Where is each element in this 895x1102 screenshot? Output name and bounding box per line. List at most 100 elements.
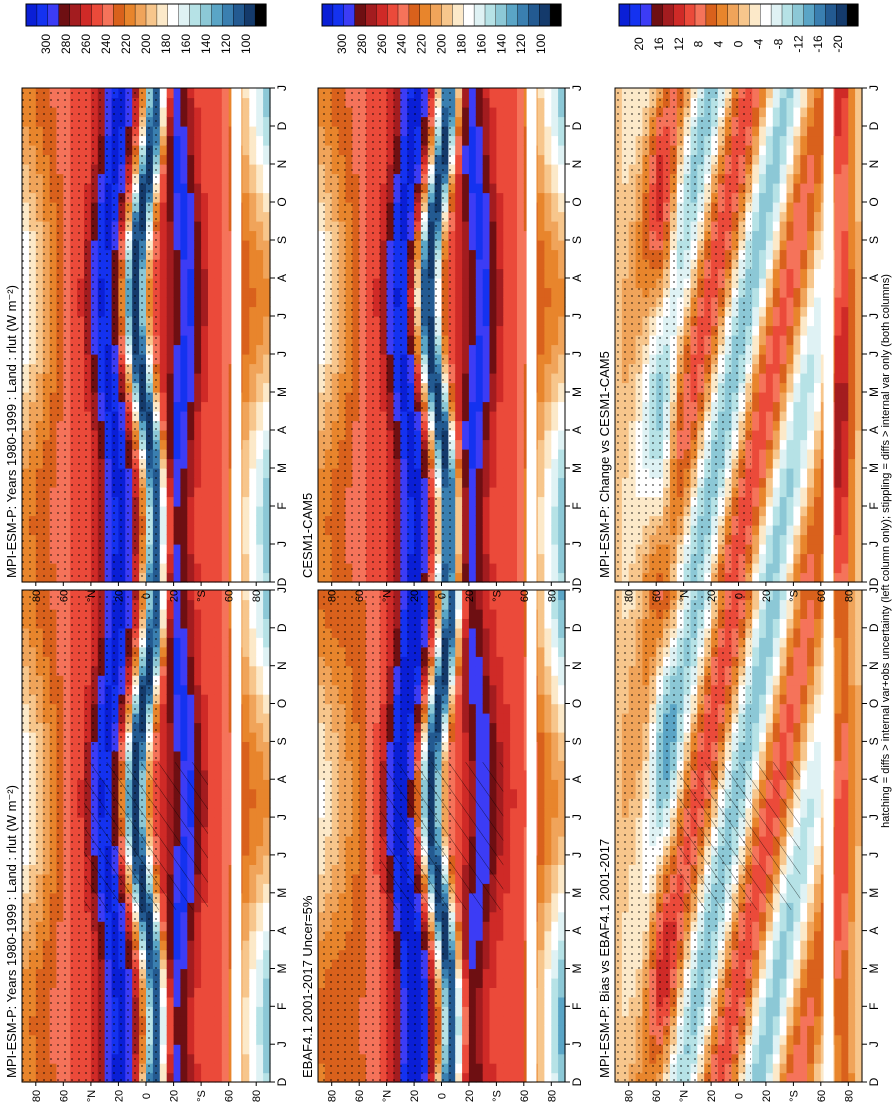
heatmap-cell [166,420,175,431]
heatmap-cell [214,430,223,441]
heatmap-cell [180,221,188,232]
heatmap-cell [173,1053,182,1064]
heatmap-cell [201,363,209,374]
heatmap-cell [221,977,230,988]
heatmap-cell [263,836,271,847]
heatmap-cell [194,430,202,441]
heatmap-cell [201,675,209,686]
colorbar-swatch [243,3,256,27]
heatmap-cell [201,202,209,213]
heatmap-cell [173,249,182,260]
heatmap-cell [187,713,195,724]
heatmap-cell [263,911,271,922]
heatmap-cell [208,496,216,507]
heatmap-cell [173,525,182,536]
heatmap-cell [256,249,264,260]
heatmap-cell [166,1015,175,1026]
heatmap-cell [208,154,216,165]
heatmap-cell [242,477,250,488]
heatmap-cell [214,116,223,127]
heatmap-cell [214,627,223,638]
heatmap-cell [166,449,175,460]
heatmap-cell [187,1015,195,1026]
heatmap-cell [173,297,182,308]
heatmap-cell [256,959,264,970]
heatmap-cell [173,335,182,346]
colorbar-tick-label: 280 [59,34,73,54]
heatmap-cell [214,297,223,308]
heatmap-cell [221,779,230,790]
month-tick-label: S [275,737,289,745]
heatmap-cell [214,1063,223,1074]
heatmap-cell [173,306,182,317]
heatmap-cell [159,553,168,564]
heatmap-cell [249,211,257,222]
heatmap-cell [256,563,264,574]
heatmap-cell [455,996,463,1007]
heatmap-cell [221,420,230,431]
heatmap-cell [166,646,175,657]
heatmap-cell [173,468,182,479]
heatmap-cell [208,741,216,752]
heatmap-cell [159,154,168,165]
heatmap-cell [159,921,168,932]
heatmap-cell [173,959,182,970]
heatmap-cell [187,525,195,536]
heatmap-cell [166,572,175,583]
heatmap-cell [166,637,175,648]
heatmap-cell [166,553,175,564]
heatmap-cell [173,1044,182,1055]
heatmap-cell [214,563,223,574]
heatmap-cell [208,618,216,629]
heatmap-cell [194,684,202,695]
heatmap-cell [180,230,188,241]
heatmap-cell [249,401,257,412]
heatmap-cell [249,154,257,165]
heatmap-cell [201,496,209,507]
heatmap-cell [159,515,168,526]
heatmap-cell [180,959,188,970]
heatmap-cell [194,553,202,564]
heatmap-cell [256,1015,264,1026]
heatmap-cell [214,1025,223,1036]
heatmap-cell [180,468,188,479]
heatmap-cell [187,97,195,108]
heatmap-cell [180,477,188,488]
heatmap-cell [263,769,271,780]
heatmap-cell [173,987,182,998]
heatmap-cell [242,116,250,127]
heatmap-cell [187,921,195,932]
heatmap-cell [256,1072,264,1083]
heatmap-cell [194,88,202,99]
heatmap-cell [249,911,257,922]
month-tick-label: O [275,699,289,708]
heatmap-cell [187,183,195,194]
heatmap-cell [208,713,216,724]
heatmap-cell [242,722,250,733]
heatmap-cell [173,1034,182,1045]
heatmap-cell [201,297,209,308]
heatmap-cell [166,563,175,574]
heatmap-cell [256,608,264,619]
heatmap-cell [455,911,463,922]
heatmap-cell [455,1015,463,1026]
heatmap-cell [455,1034,463,1045]
heatmap-cell [263,344,271,355]
heatmap-cell [187,1072,195,1083]
heatmap-cell [214,590,223,601]
heatmap-cell [221,826,230,837]
heatmap-cell [173,439,182,450]
heatmap-cell [249,335,257,346]
heatmap-cell [159,145,168,156]
heatmap-cell [249,230,257,241]
heatmap-cell [263,959,271,970]
heatmap-cell [166,1063,175,1074]
heatmap-cell [208,202,216,213]
heatmap-cell [256,599,264,610]
heatmap-cell [242,553,250,564]
heatmap-cell [263,817,271,828]
heatmap-cell [194,202,202,213]
heatmap-cell [263,1063,271,1074]
heatmap-cell [249,525,257,536]
heatmap-cell [208,590,216,601]
